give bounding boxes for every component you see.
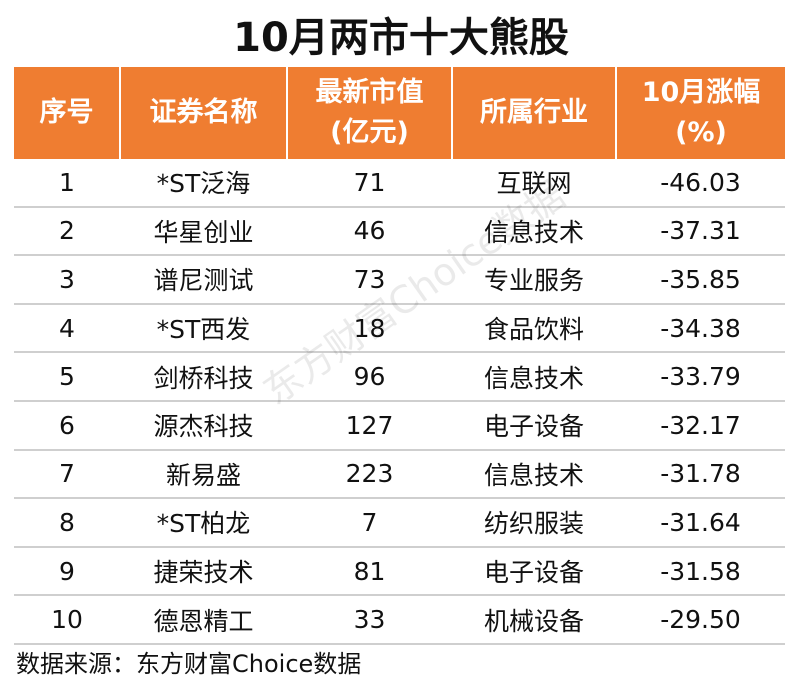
cell-name: *ST柏龙 (120, 498, 287, 548)
cell-industry: 信息技术 (452, 206, 616, 257)
cell-industry: 机械设备 (452, 595, 616, 645)
cell-name: *ST西发 (120, 303, 287, 354)
cell-market-cap: 18 (287, 303, 452, 354)
cell-market-cap: 96 (287, 352, 452, 402)
cell-name: 新易盛 (120, 449, 287, 500)
cell-industry: 互联网 (452, 159, 616, 208)
cell-industry: 纺织服装 (452, 498, 616, 548)
cell-name: 华星创业 (120, 206, 287, 257)
header-change-line1: 10月涨幅 (641, 77, 761, 108)
header-industry: 所属行业 (452, 67, 617, 159)
table-row: 5 剑桥科技 96 信息技术 -33.79 (14, 352, 785, 402)
cell-change: -46.03 (616, 159, 785, 208)
bear-stocks-table: 序号 证券名称 最新市值 (亿元) 所属行业 10月涨幅 (%) 1 *ST泛海… (14, 67, 785, 645)
cell-market-cap: 7 (287, 498, 452, 548)
cell-market-cap: 73 (287, 255, 452, 305)
cell-industry: 食品饮料 (452, 303, 616, 354)
page-title: 10月两市十大熊股 (233, 15, 569, 61)
cell-market-cap: 81 (287, 546, 452, 597)
cell-industry: 电子设备 (452, 546, 616, 597)
cell-rank: 3 (14, 255, 120, 305)
cell-change: -31.64 (616, 498, 785, 548)
cell-industry: 专业服务 (452, 255, 616, 305)
header-market-cap: 最新市值 (亿元) (287, 67, 453, 159)
cell-rank: 2 (14, 206, 120, 257)
cell-market-cap: 33 (287, 595, 452, 645)
cell-market-cap: 223 (287, 449, 452, 500)
cell-name: 捷荣技术 (120, 546, 287, 597)
table-row: 9 捷荣技术 81 电子设备 -31.58 (14, 546, 785, 597)
cell-change: -35.85 (616, 255, 785, 305)
cell-change: -31.78 (616, 449, 785, 500)
cell-change: -33.79 (616, 352, 785, 402)
table-row: 1 *ST泛海 71 互联网 -46.03 (14, 159, 785, 208)
cell-name: 谱尼测试 (120, 255, 287, 305)
cell-name: 剑桥科技 (120, 352, 287, 402)
cell-rank: 6 (14, 400, 120, 451)
cell-industry: 信息技术 (452, 352, 616, 402)
cell-market-cap: 46 (287, 206, 452, 257)
cell-rank: 1 (14, 159, 120, 208)
cell-change: -37.31 (616, 206, 785, 257)
table-row: 3 谱尼测试 73 专业服务 -35.85 (14, 255, 785, 305)
cell-change: -29.50 (616, 595, 785, 645)
table-row: 10 德恩精工 33 机械设备 -29.50 (14, 595, 785, 645)
header-market-cap-line2: (亿元) (330, 117, 409, 148)
cell-rank: 7 (14, 449, 120, 500)
cell-market-cap: 127 (287, 400, 452, 451)
header-change-line2: (%) (675, 117, 727, 148)
table-row: 7 新易盛 223 信息技术 -31.78 (14, 449, 785, 500)
table-row: 8 *ST柏龙 7 纺织服装 -31.64 (14, 498, 785, 548)
data-source-note: 数据来源：东方财富Choice数据 (16, 650, 362, 678)
table-header-row: 序号 证券名称 最新市值 (亿元) 所属行业 10月涨幅 (%) (14, 67, 785, 159)
cell-change: -34.38 (616, 303, 785, 354)
cell-name: 德恩精工 (120, 595, 287, 645)
cell-market-cap: 71 (287, 159, 452, 208)
cell-name: 源杰科技 (120, 400, 287, 451)
cell-name: *ST泛海 (120, 159, 287, 208)
header-name: 证券名称 (120, 67, 288, 159)
header-rank: 序号 (14, 67, 121, 159)
cell-rank: 9 (14, 546, 120, 597)
cell-rank: 8 (14, 498, 120, 548)
cell-rank: 10 (14, 595, 120, 645)
header-market-cap-line1: 最新市值 (315, 77, 424, 108)
table-row: 6 源杰科技 127 电子设备 -32.17 (14, 400, 785, 451)
cell-rank: 5 (14, 352, 120, 402)
table-row: 2 华星创业 46 信息技术 -37.31 (14, 206, 785, 257)
table-row: 4 *ST西发 18 食品饮料 -34.38 (14, 303, 785, 354)
cell-rank: 4 (14, 303, 120, 354)
cell-change: -32.17 (616, 400, 785, 451)
cell-change: -31.58 (616, 546, 785, 597)
cell-industry: 电子设备 (452, 400, 616, 451)
header-change: 10月涨幅 (%) (616, 67, 785, 159)
cell-industry: 信息技术 (452, 449, 616, 500)
